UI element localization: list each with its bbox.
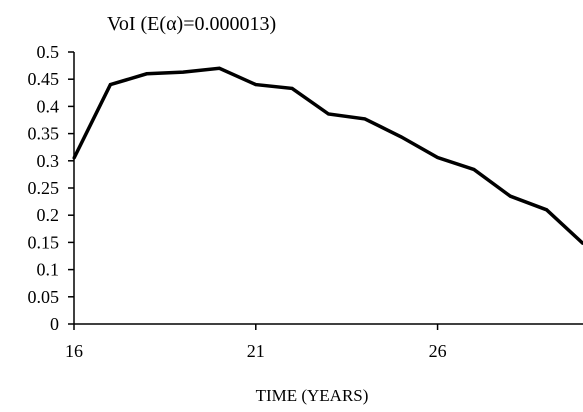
chart-title: VoI (E(α)=0.000013) <box>107 13 276 35</box>
data-point <box>217 66 221 70</box>
series-line <box>72 66 583 245</box>
y-tick-label: 0.15 <box>28 232 60 252</box>
data-point <box>363 117 367 121</box>
y-tick-label: 0.5 <box>37 42 60 62</box>
x-axis-ticks: 16 21 26 <box>65 324 447 361</box>
data-point <box>254 83 258 87</box>
data-point <box>545 208 549 212</box>
x-tick-label: 26 <box>429 341 447 361</box>
y-axis-ticks: 0 0.05 0.1 0.15 0.2 0.25 0.3 0.35 0.4 0.45 0.5 <box>28 42 74 334</box>
data-point <box>108 83 112 87</box>
data-points <box>72 66 583 245</box>
data-point <box>436 156 440 160</box>
data-point <box>72 156 76 160</box>
data-point <box>327 112 330 116</box>
y-tick-label: 0.2 <box>37 205 60 225</box>
y-tick-label: 0 <box>50 314 59 334</box>
y-tick-label: 0.45 <box>28 69 60 89</box>
data-point <box>145 72 149 76</box>
y-tick-label: 0.1 <box>37 260 60 280</box>
data-point <box>399 135 403 139</box>
y-tick-label: 0.3 <box>37 151 60 171</box>
data-point <box>290 86 294 90</box>
y-tick-label: 0.25 <box>28 178 60 198</box>
data-point <box>181 70 185 74</box>
data-point <box>472 168 476 172</box>
y-tick-label: 0.35 <box>28 124 60 144</box>
y-tick-label: 0.05 <box>28 287 60 307</box>
x-axis-label: TIME (YEARS) <box>256 386 369 405</box>
x-tick-label: 21 <box>247 341 265 361</box>
data-point <box>508 194 512 198</box>
y-tick-label: 0.4 <box>37 96 60 116</box>
x-tick-label: 16 <box>65 341 83 361</box>
